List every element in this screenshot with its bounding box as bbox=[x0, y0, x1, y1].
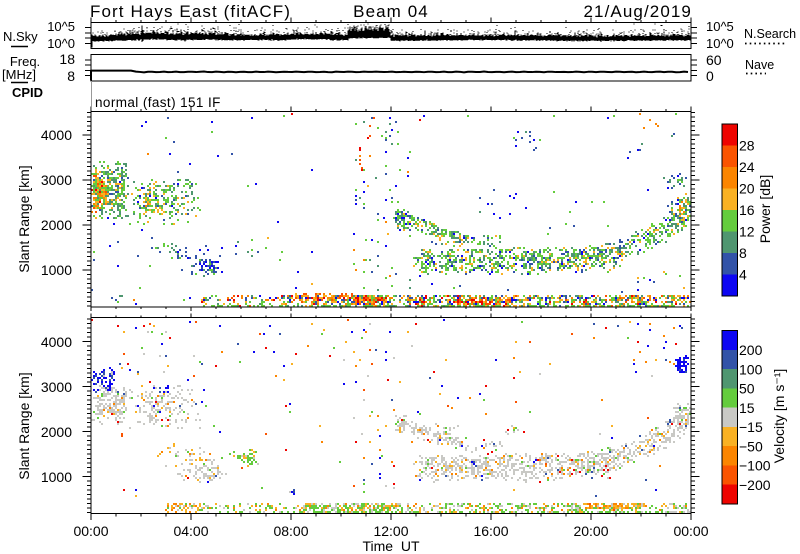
svg-text:15: 15 bbox=[739, 400, 755, 416]
svg-text:Fort Hays East (fitACF): Fort Hays East (fitACF) bbox=[90, 2, 291, 21]
svg-text:0: 0 bbox=[706, 68, 714, 84]
svg-text:N.Sky: N.Sky bbox=[3, 29, 38, 44]
svg-text:Slant Range [km]: Slant Range [km] bbox=[16, 372, 32, 479]
svg-text:1000: 1000 bbox=[41, 469, 72, 485]
svg-text:28: 28 bbox=[739, 138, 755, 154]
svg-text:4000: 4000 bbox=[41, 334, 72, 350]
svg-text:20: 20 bbox=[739, 181, 755, 197]
svg-text:2000: 2000 bbox=[41, 424, 72, 440]
svg-text:60: 60 bbox=[706, 52, 722, 68]
svg-text:200: 200 bbox=[739, 342, 763, 358]
svg-text:3000: 3000 bbox=[41, 379, 72, 395]
svg-text:12:00: 12:00 bbox=[373, 523, 408, 539]
svg-text:Velocity [m s⁻¹]: Velocity [m s⁻¹] bbox=[771, 369, 787, 464]
svg-text:08:00: 08:00 bbox=[273, 523, 308, 539]
svg-text:4000: 4000 bbox=[41, 127, 72, 143]
svg-text:3000: 3000 bbox=[41, 172, 72, 188]
svg-text:10^5: 10^5 bbox=[706, 19, 734, 34]
svg-text:Nave: Nave bbox=[745, 58, 774, 72]
svg-text:8: 8 bbox=[67, 68, 75, 84]
svg-text:10^0: 10^0 bbox=[47, 36, 75, 51]
svg-text:00:00: 00:00 bbox=[73, 523, 108, 539]
svg-text:−100: −100 bbox=[739, 458, 771, 474]
svg-text:Time UT: Time UT bbox=[362, 538, 419, 554]
svg-text:−15: −15 bbox=[739, 419, 763, 435]
svg-text:10^0: 10^0 bbox=[706, 36, 734, 51]
svg-text:−50: −50 bbox=[739, 438, 763, 454]
svg-text:100: 100 bbox=[739, 361, 763, 377]
svg-text:normal (fast) 151 IF: normal (fast) 151 IF bbox=[95, 95, 221, 110]
svg-text:Freq.: Freq. bbox=[10, 54, 40, 69]
svg-text:04:00: 04:00 bbox=[173, 523, 208, 539]
svg-text:2000: 2000 bbox=[41, 217, 72, 233]
svg-text:20:00: 20:00 bbox=[573, 523, 608, 539]
svg-text:8: 8 bbox=[739, 245, 747, 261]
svg-text:10^5: 10^5 bbox=[47, 19, 75, 34]
svg-text:N.Search: N.Search bbox=[744, 27, 796, 41]
svg-text:50: 50 bbox=[739, 381, 755, 397]
svg-text:00:00: 00:00 bbox=[673, 523, 708, 539]
svg-text:18: 18 bbox=[59, 51, 75, 67]
svg-text:24: 24 bbox=[739, 159, 755, 175]
svg-text:1000: 1000 bbox=[41, 262, 72, 278]
svg-text:16:00: 16:00 bbox=[473, 523, 508, 539]
svg-text:−200: −200 bbox=[739, 477, 771, 493]
svg-text:Beam 04: Beam 04 bbox=[353, 2, 429, 21]
svg-text:4: 4 bbox=[739, 267, 747, 283]
svg-text:12: 12 bbox=[739, 224, 755, 240]
svg-text:[MHz]: [MHz] bbox=[2, 67, 36, 82]
svg-text:Power [dB]: Power [dB] bbox=[757, 175, 773, 243]
svg-text:21/Aug/2019: 21/Aug/2019 bbox=[583, 2, 692, 21]
svg-text:Slant Range [km]: Slant Range [km] bbox=[16, 165, 32, 272]
svg-text:16: 16 bbox=[739, 202, 755, 218]
svg-text:CPID: CPID bbox=[12, 85, 43, 100]
